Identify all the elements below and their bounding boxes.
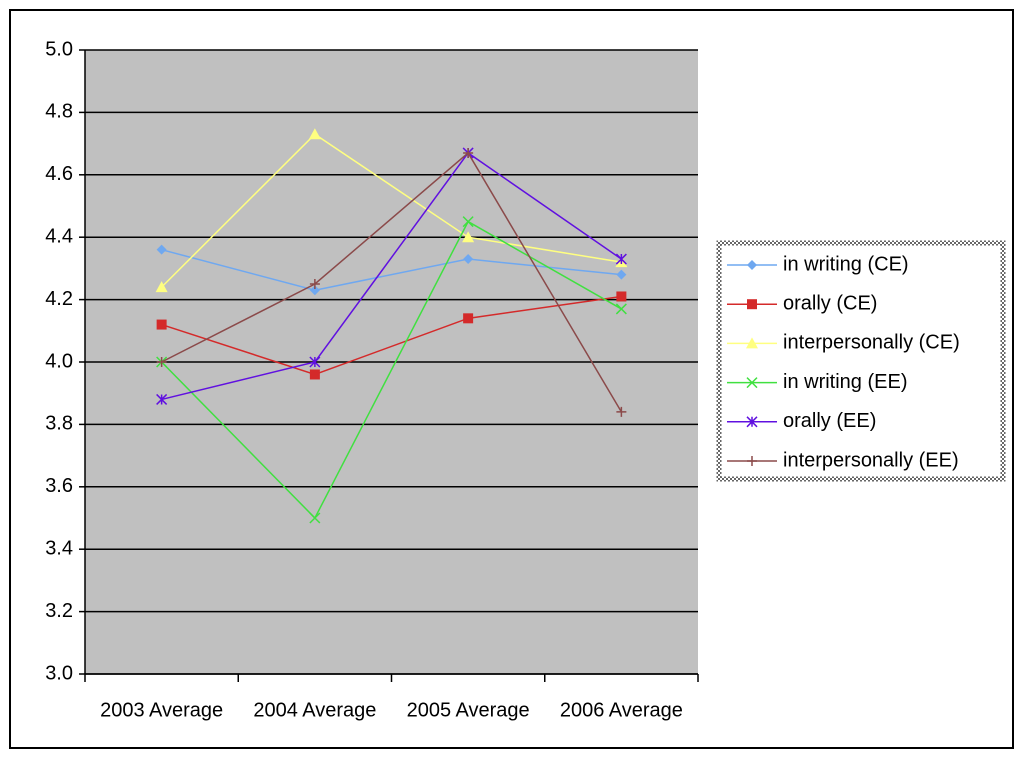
marker [309,512,321,524]
marker [463,254,474,265]
series-group [156,291,627,380]
series-line [161,248,622,292]
y-tick-label: 3.6 [45,475,73,497]
y-tick-label: 3.4 [45,537,73,559]
y-tick-label: 4.2 [45,288,73,310]
marker [155,281,168,293]
y-tick-label: 3.2 [45,600,73,622]
marker [747,260,757,270]
x-tick-label: 2004 Average [253,699,376,721]
series-line [161,151,623,413]
marker [462,216,474,228]
marker [616,269,627,280]
series-group [155,128,628,293]
y-tick-label: 5.0 [45,38,73,60]
legend [716,240,1006,482]
marker [747,299,757,310]
marker [747,456,757,466]
y-tick-label: 3.8 [45,413,73,435]
legend-label: interpersonally (EE) [783,449,959,471]
y-tick-label: 4.0 [45,350,73,372]
marker [746,337,758,349]
legend-label: in writing (CE) [783,253,909,275]
marker [309,369,320,380]
y-tick-label: 4.6 [45,163,73,185]
y-tick-label: 4.4 [45,225,73,247]
marker [616,406,627,417]
x-tick-label: 2003 Average [100,699,223,721]
grid [85,49,698,675]
marker [615,303,627,315]
marker [746,416,758,428]
legend-entries: in writing (CE) orally (CE) interpersonall… [727,253,960,471]
series-group [156,216,627,524]
series-line [161,133,622,288]
axes: 3.0 3.2 3.4 3.6 3.8 4.0 4.2 4.4 4.6 4.8 5.0 2003 Av… [45,38,699,721]
marker [463,147,474,158]
marker [156,319,167,330]
series-line [161,295,622,376]
y-tick-label: 4.8 [45,101,73,123]
marker [463,313,474,324]
marker [308,128,321,140]
marker [309,279,320,289]
marker [156,244,167,255]
series [155,128,628,524]
legend-label: in writing (EE) [783,371,907,393]
series-line [161,151,622,401]
marker [616,291,627,302]
marker [615,253,627,265]
marker [309,285,320,296]
x-tick-label: 2005 Average [407,699,530,721]
series-line [161,220,622,520]
marker [746,377,758,389]
marker [462,231,475,243]
y-tick-label: 3.0 [45,662,73,684]
marker [156,357,167,367]
marker [156,393,168,405]
marker [309,356,321,368]
legend-label: orally (CE) [783,292,877,314]
series-group [156,244,627,296]
legend-label: orally (EE) [783,410,876,432]
legend-label: interpersonally (CE) [783,332,960,354]
x-tick-label: 2006 Average [560,699,683,721]
series-group [156,147,627,417]
